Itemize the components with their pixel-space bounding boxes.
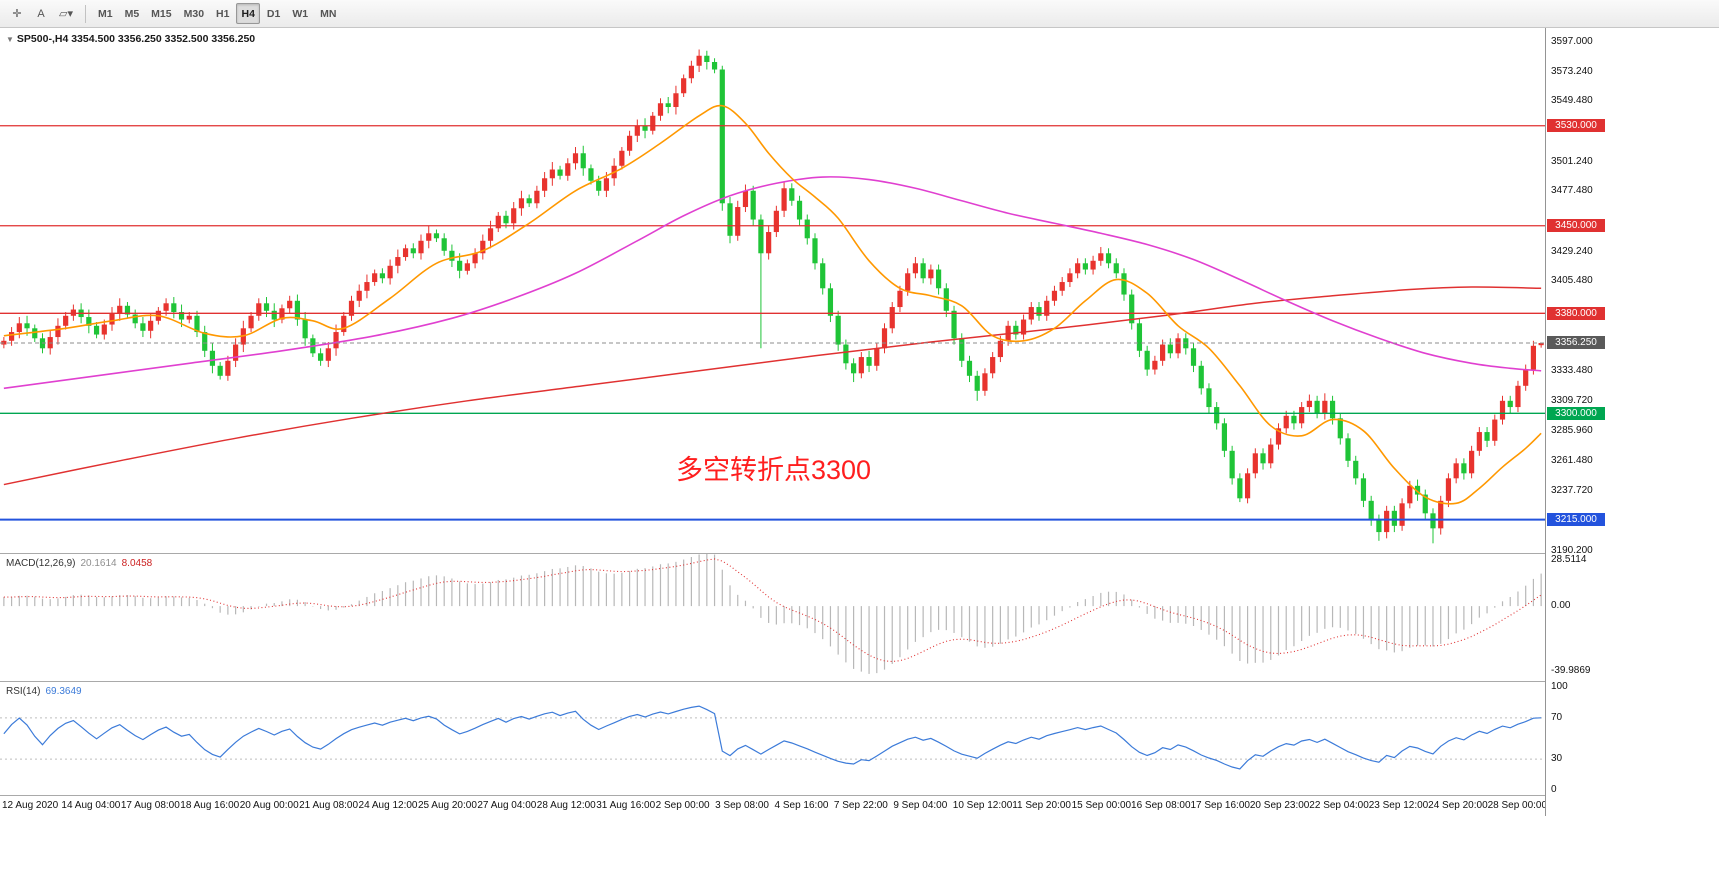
rsi-value: 69.3649 [45, 686, 82, 697]
price-axis[interactable]: 3597.000 3573.240 3549.480 3501.240 3477.480… [1545, 28, 1719, 816]
macd-signal-line [3, 558, 1542, 663]
time-axis-label: 15 Sep 00:00 [1071, 800, 1132, 811]
time-axis-label: 3 Sep 08:00 [715, 800, 769, 811]
rsi-line [3, 705, 1542, 770]
timeframe-button-m1[interactable]: M1 [97, 7, 113, 20]
price-axis-label: 3285.960 [1551, 424, 1593, 436]
price-badge: 3300.000 [1547, 406, 1605, 420]
time-axis-label: 12 Aug 2020 [2, 800, 59, 811]
macd-axis-label: 28.5114 [1551, 553, 1587, 565]
time-axis-label: 2 Sep 00:00 [655, 800, 710, 811]
price-chart[interactable] [0, 28, 1545, 553]
moving-averages [3, 104, 1542, 505]
price-axis-label: 3477.480 [1551, 185, 1593, 197]
price-badge: 3215.000 [1547, 513, 1605, 527]
price-axis-label: 3501.240 [1551, 155, 1593, 167]
rsi-panel[interactable] [0, 682, 1545, 795]
price-axis-label: 3190.200 [1551, 544, 1593, 556]
rsi-axis-label: 30 [1551, 753, 1563, 765]
price-badge: 3530.000 [1547, 119, 1605, 133]
timeframe-button-w1[interactable]: W1 [292, 7, 309, 20]
price-badge: 3450.000 [1547, 219, 1605, 233]
toolbar: ✛ A ▱▾ M1 M5 M15 M30 H1 H4 D1 W1 MN [0, 0, 1719, 28]
timeframe-button-h4[interactable]: H4 [236, 3, 260, 24]
time-axis-label: 16 Sep 08:00 [1131, 800, 1191, 811]
macd-name: MACD(12,26,9) [6, 558, 76, 569]
macd-axis-label: -39.9869 [1551, 665, 1591, 677]
timeframe-button-m5[interactable]: M5 [124, 7, 140, 20]
timeframe-button-h1[interactable]: H1 [216, 7, 230, 20]
time-axis-label: 14 Aug 04:00 [61, 800, 121, 811]
time-axis-label: 17 Sep 16:00 [1190, 800, 1250, 811]
panel-separator[interactable] [0, 681, 1719, 682]
ohlc-values: 3354.500 3356.250 3352.500 3356.250 [71, 33, 256, 45]
macd-histogram [3, 554, 1542, 674]
macd-axis-label: 0.00 [1551, 600, 1571, 612]
macd-label: MACD(12,26,9) 20.1614 8.0458 [6, 558, 152, 569]
time-axis-label: 11 Sep 20:00 [1012, 800, 1071, 811]
toolbar-separator [84, 4, 86, 23]
time-axis-label: 4 Sep 16:00 [774, 800, 829, 811]
time-axis-label: 24 Sep 20:00 [1428, 800, 1488, 811]
rsi-axis-label: 0 [1551, 784, 1557, 795]
time-axis-label: 9 Sep 04:00 [893, 800, 948, 811]
time-axis[interactable]: 12 Aug 2020 14 Aug 04:00 17 Aug 08:00 18 Au… [0, 796, 1548, 818]
horizontal-level-lines [0, 125, 1545, 521]
time-axis-label: 20 Sep 23:00 [1249, 800, 1310, 811]
rsi-axis-label: 70 [1551, 711, 1563, 723]
time-axis-label: 7 Sep 22:00 [833, 800, 888, 811]
time-axis-label: 18 Aug 16:00 [180, 800, 240, 811]
time-axis-label: 21 Aug 08:00 [299, 800, 359, 811]
time-axis-label: 25 Aug 20:00 [417, 800, 477, 811]
macd-signal-value: 8.0458 [121, 558, 153, 569]
time-axis-label: 23 Sep 12:00 [1368, 800, 1429, 811]
timeframe-button-m15[interactable]: M15 [151, 7, 172, 20]
time-axis-label: 10 Sep 12:00 [952, 800, 1013, 811]
chart-window: ▼ SP500-,H4 3354.500 3356.250 3352.500 33… [0, 28, 1719, 895]
chart-marker-icon: ▼ [6, 35, 14, 44]
price-axis-label: 3237.720 [1551, 485, 1593, 497]
price-badge: 3380.000 [1547, 306, 1605, 320]
tool-group: ✛ A ▱▾ [5, 3, 79, 24]
panel-separator[interactable] [0, 553, 1719, 554]
time-axis-label: 20 Aug 00:00 [239, 800, 299, 811]
text-label-tool-button[interactable]: A [37, 7, 45, 20]
symbol-name: SP500-,H4 [16, 33, 69, 45]
time-axis-label: 22 Sep 04:00 [1309, 800, 1369, 811]
rsi-axis-label: 100 [1551, 681, 1568, 692]
price-axis-label: 3573.240 [1551, 65, 1593, 77]
chart-annotation: 多空转折点3300 [676, 455, 872, 485]
timeframe-button-mn[interactable]: MN [320, 7, 337, 20]
time-axis-label: 24 Aug 12:00 [358, 800, 418, 811]
price-axis-label: 3597.000 [1551, 36, 1593, 47]
macd-value: 20.1614 [80, 558, 117, 569]
time-axis-label: 27 Aug 04:00 [477, 800, 537, 811]
price-axis-label: 3261.480 [1551, 455, 1593, 467]
price-axis-label: 3333.480 [1551, 365, 1593, 377]
symbol-ohlc-label: ▼ SP500-,H4 3354.500 3356.250 3352.500 33… [6, 33, 255, 45]
time-axis-label: 28 Sep 00:00 [1487, 800, 1548, 811]
rsi-name: RSI(14) [6, 686, 41, 697]
time-axis-label: 31 Aug 16:00 [596, 800, 656, 811]
price-badge: 3356.250 [1547, 336, 1605, 350]
crosshair-tool-button[interactable]: ✛ [12, 8, 22, 20]
draw-objects-tool-button[interactable]: ▱▾ [59, 8, 73, 20]
timeframe-button-m30[interactable]: M30 [183, 7, 205, 20]
price-axis-label: 3309.720 [1551, 395, 1593, 407]
price-axis-label: 3405.480 [1551, 275, 1593, 287]
timeframe-button-d1[interactable]: D1 [266, 7, 281, 20]
price-axis-label: 3549.480 [1551, 95, 1593, 107]
time-axis-label: 28 Aug 12:00 [536, 800, 596, 811]
panel-separator [0, 795, 1719, 796]
price-axis-label: 3429.240 [1551, 245, 1593, 257]
time-axis-label: 17 Aug 08:00 [120, 800, 180, 811]
macd-panel[interactable] [0, 554, 1545, 681]
rsi-label: RSI(14) 69.3649 [6, 686, 82, 697]
timeframe-group: M1 M5 M15 M30 H1 H4 D1 W1 MN [92, 3, 342, 24]
